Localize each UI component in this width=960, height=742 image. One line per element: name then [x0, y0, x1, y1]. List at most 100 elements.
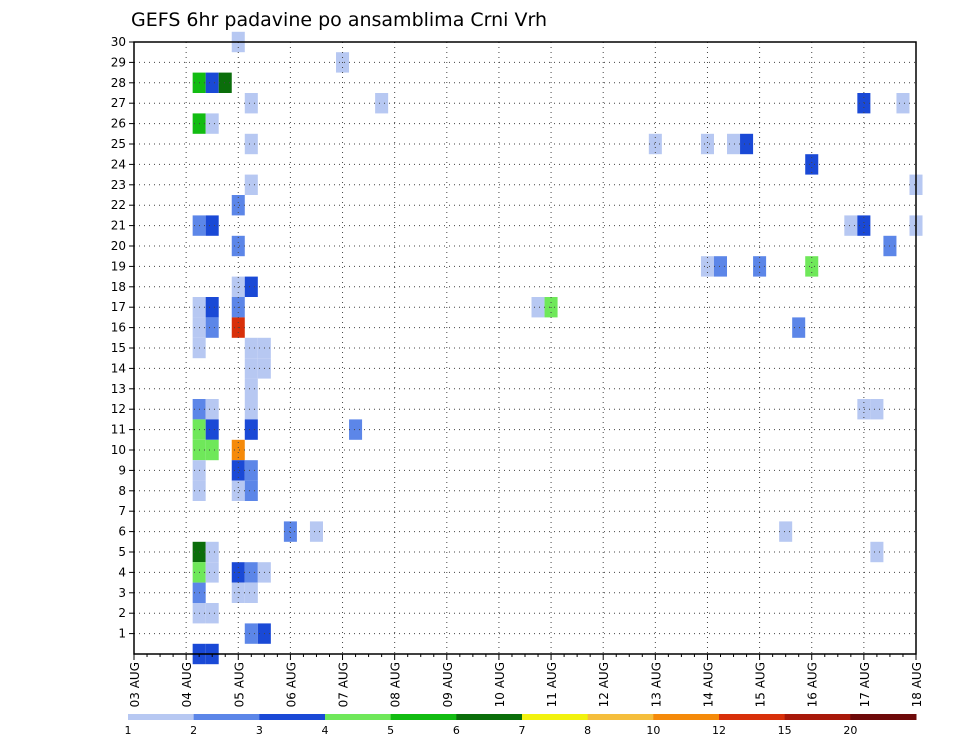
chart-title: GEFS 6hr padavine po ansamblima Crni Vrh: [131, 9, 547, 31]
x-tick-label: 18 AUG: [910, 662, 924, 707]
colorbar-label: 7: [519, 724, 526, 737]
colorbar-label: 10: [646, 724, 660, 737]
heatmap-cell: [779, 521, 793, 542]
y-tick-label: 11: [111, 423, 126, 437]
y-tick-label: 23: [111, 178, 126, 192]
colorbar-segment: [259, 714, 326, 720]
y-tick-label: 7: [118, 504, 126, 518]
heatmap-cell: [205, 541, 219, 563]
heatmap-cell: [713, 256, 728, 277]
y-tick-label: 26: [111, 117, 126, 131]
y-tick-label: 13: [111, 382, 126, 396]
heatmap-cell: [244, 480, 258, 501]
y-tick-label: 8: [118, 484, 126, 498]
x-tick-label: 15 AUG: [754, 662, 768, 707]
y-tick-label: 18: [111, 280, 126, 294]
y-axis-ticks: 1234567891011121314151617181920212223242…: [111, 35, 134, 641]
heatmap-cell: [727, 133, 741, 155]
y-tick-label: 24: [111, 157, 126, 171]
heatmap-cell: [857, 93, 871, 114]
x-tick-label: 04 AUG: [180, 662, 194, 707]
y-tick-label: 10: [111, 443, 126, 457]
x-tick-label: 05 AUG: [232, 662, 246, 707]
heatmap-cell: [205, 562, 219, 583]
heatmap-cell: [648, 133, 662, 155]
y-tick-label: 1: [118, 627, 126, 641]
x-tick-label: 13 AUG: [649, 662, 663, 707]
x-tick-label: 12 AUG: [597, 662, 611, 707]
heatmap-cell: [244, 174, 258, 195]
y-tick-label: 17: [111, 300, 126, 314]
colorbar-segment: [390, 714, 457, 720]
colorbar-segment: [325, 714, 392, 720]
heatmap-cell: [205, 215, 219, 236]
heatmap-cell: [244, 399, 258, 420]
heatmap-cell: [896, 93, 910, 114]
heatmap-cell: [205, 419, 219, 440]
x-tick-label: 16 AUG: [806, 662, 820, 707]
y-tick-label: 28: [111, 76, 126, 90]
heatmap-cell: [231, 480, 245, 501]
heatmap-cell: [244, 337, 258, 359]
y-tick-label: 6: [118, 525, 126, 539]
heatmap-cell: [244, 582, 258, 603]
x-tick-label: 14 AUG: [701, 662, 715, 707]
y-tick-label: 19: [111, 259, 126, 273]
colorbar-label: 6: [453, 724, 460, 737]
heatmap-cell: [244, 419, 258, 440]
heatmap-cell: [205, 603, 219, 624]
colorbar-segment: [587, 714, 654, 720]
colorbar-label: 15: [778, 724, 792, 737]
heatmap-cell: [231, 276, 245, 297]
heatmap-cell: [805, 154, 819, 175]
y-tick-label: 12: [111, 402, 126, 416]
heatmap-cell: [231, 439, 245, 461]
heatmap-cell: [244, 358, 258, 379]
heatmap-cell: [205, 72, 219, 93]
heatmap-cell: [231, 235, 245, 257]
heatmap-cell: [244, 378, 258, 399]
colorbar-segment: [719, 714, 786, 720]
heatmap-cell: [244, 562, 258, 583]
heatmap-cell: [244, 276, 258, 297]
colorbar-segment: [456, 714, 523, 720]
colorbar-label: 1: [125, 724, 132, 737]
colorbar-label: 12: [712, 724, 726, 737]
x-tick-label: 07 AUG: [337, 662, 351, 707]
x-tick-label: 03 AUG: [128, 662, 142, 707]
y-tick-label: 27: [111, 96, 126, 110]
x-tick-label: 06 AUG: [284, 662, 298, 707]
heatmap-cell: [244, 133, 258, 155]
y-tick-label: 15: [111, 341, 126, 355]
heatmap-cell: [375, 93, 389, 114]
y-tick-label: 20: [111, 239, 126, 253]
colorbar-label: 20: [843, 724, 857, 737]
heatmap-cell: [205, 297, 219, 318]
y-tick-label: 25: [111, 137, 126, 151]
colorbar-label: 8: [584, 724, 591, 737]
x-tick-label: 11 AUG: [545, 662, 559, 707]
heatmap-cell: [309, 521, 323, 542]
y-tick-label: 16: [111, 321, 126, 335]
colorbar-segment: [522, 714, 589, 720]
y-tick-label: 3: [118, 586, 126, 600]
colorbar-label: 5: [387, 724, 394, 737]
x-axis-ticks: 03 AUG 04 AUG 05 AUG 06 AUG 07 AUG 08 AUG 09 A…: [128, 654, 924, 707]
heatmap-cell: [857, 215, 871, 236]
colorbar-label: 4: [322, 724, 329, 737]
heatmap-cell: [205, 439, 219, 461]
heatmap-cell: [205, 113, 219, 134]
colorbar: 1 2 3 4 5 6 7 8 10 12 15 20: [125, 714, 917, 737]
colorbar-segment: [128, 714, 195, 720]
heatmap-cell: [805, 256, 819, 277]
y-tick-label: 21: [111, 219, 126, 233]
gridlines: [134, 41, 916, 654]
colorbar-segment: [193, 714, 260, 720]
y-tick-label: 29: [111, 55, 126, 69]
x-tick-label: 10 AUG: [493, 662, 507, 707]
y-tick-label: 5: [118, 545, 126, 559]
heatmap-cell: [740, 133, 754, 155]
colorbar-label: 2: [190, 724, 197, 737]
heatmap-cell: [349, 419, 363, 440]
